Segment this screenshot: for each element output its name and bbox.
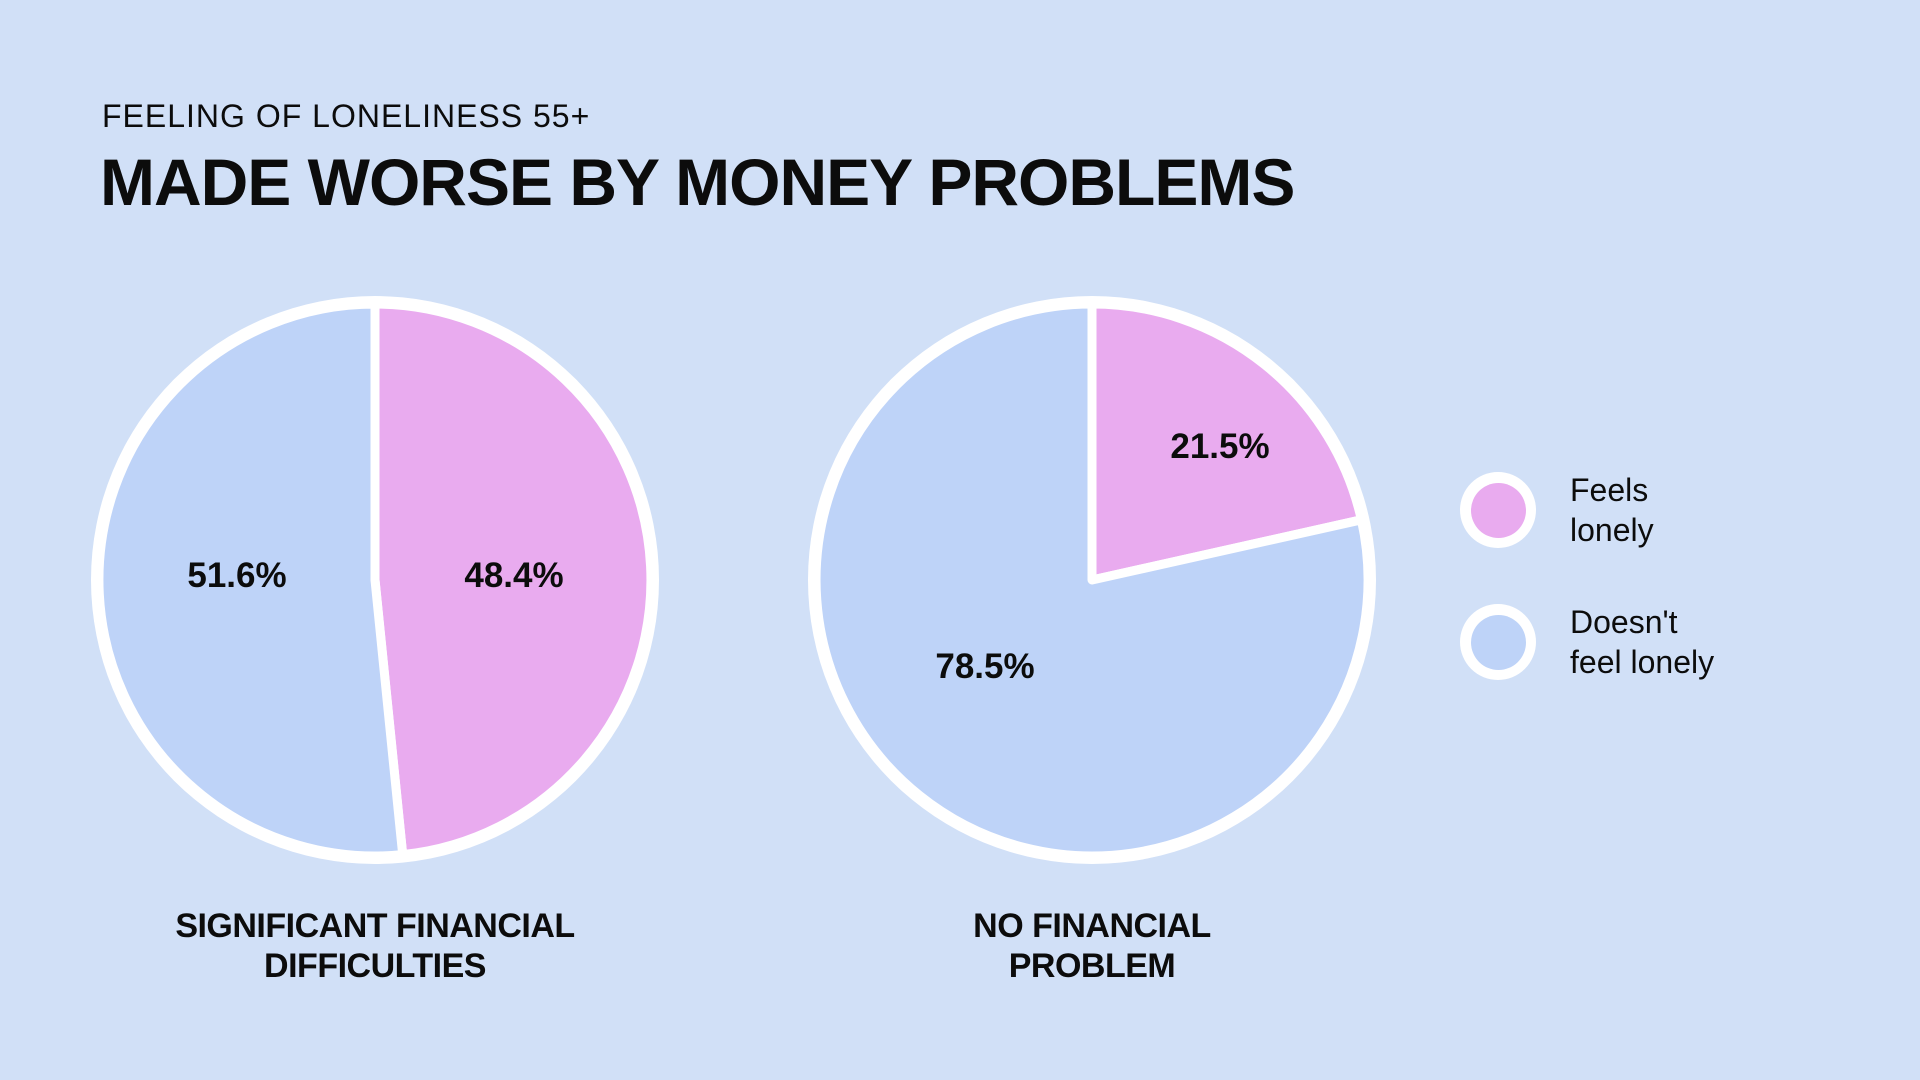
legend-item-label: Feels lonely (1570, 472, 1654, 548)
pie-slice-doesn-t-feel-lonely (94, 299, 408, 861)
legend-swatch-blue (1460, 604, 1536, 680)
legend-item-feels-lonely: Feels lonely (1460, 470, 1714, 550)
pie-slice-feels-lonely (1087, 299, 1366, 585)
legend: Feels lonely Doesn't feel lonely (1460, 470, 1714, 734)
pink-circle-icon (1470, 482, 1526, 538)
legend-item-doesnt-feel-lonely: Doesn't feel lonely (1460, 602, 1714, 682)
pie-slice-value-label: 48.4% (464, 556, 563, 595)
pie-caption-significant-financial: SIGNIFICANT FINANCIAL DIFFICULTIES (175, 907, 575, 985)
pie-slice-value-label: 51.6% (187, 556, 286, 595)
legend-item-label: Doesn't feel lonely (1570, 604, 1715, 680)
pie-svg-no-financial: 21.5% 78.5% (808, 296, 1376, 864)
pie-chart-no-financial: 21.5% 78.5% (792, 280, 1392, 880)
pie-slice-feels-lonely (370, 299, 656, 860)
chart-title: MADE WORSE BY MONEY PROBLEMS (100, 145, 1295, 219)
legend-swatch-pink (1460, 472, 1536, 548)
blue-circle-icon (1470, 614, 1526, 670)
pie-chart-significant-financial: 48.4% 51.6% (75, 280, 675, 880)
pie-slice-value-label: 21.5% (1170, 427, 1269, 466)
pie-svg-significant-financial: 48.4% 51.6% (91, 296, 659, 864)
chart-subtitle: FEELING OF LONELINESS 55+ (102, 98, 591, 134)
pie-slice-doesn-t-feel-lonely (811, 299, 1373, 861)
pie-caption-no-financial: NO FINANCIAL PROBLEM (973, 907, 1211, 985)
pie-slice-value-label: 78.5% (935, 647, 1034, 686)
